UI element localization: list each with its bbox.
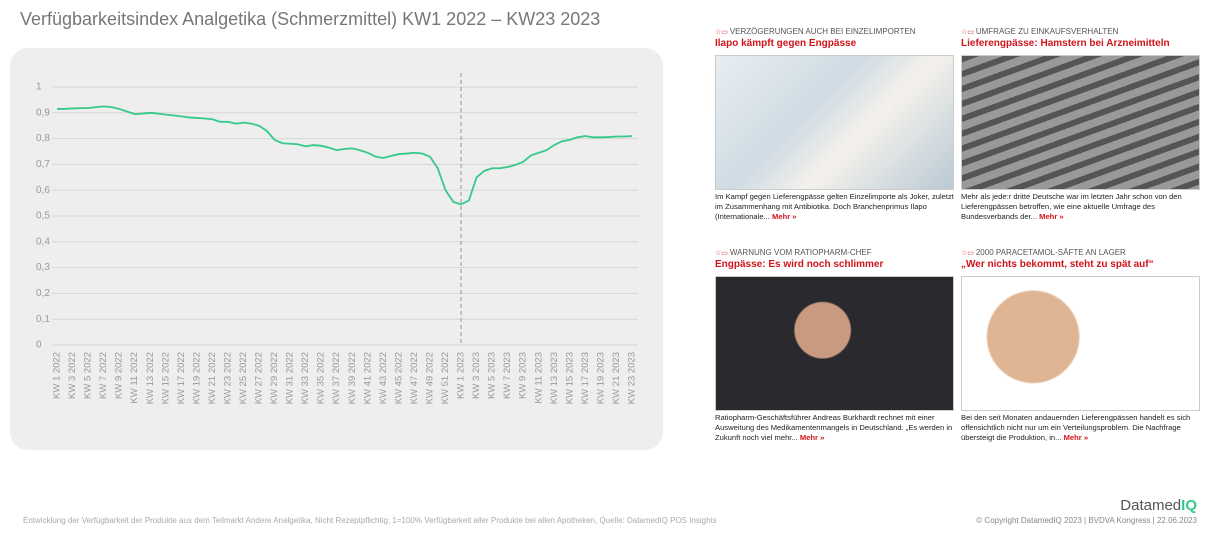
copyright: © Copyright DatamedIQ 2023 | BVDVA Kongr… xyxy=(976,516,1197,525)
news-image[interactable] xyxy=(961,276,1200,411)
x-tick-label: KW 43 2022 xyxy=(378,352,389,404)
x-tick-label: KW 49 2022 xyxy=(424,352,435,404)
kicker: UMFRAGE ZU EINKAUFSVERHALTEN xyxy=(961,27,1200,38)
y-tick-label: 0 xyxy=(36,340,42,351)
x-tick-label: KW 19 2023 xyxy=(595,352,606,404)
news-card[interactable]: WARNUNG VOM RATIOPHARM-CHEF Engpässe: Es… xyxy=(715,248,954,443)
x-tick-label: KW 19 2022 xyxy=(191,352,202,404)
x-tick-label: KW 41 2022 xyxy=(362,352,373,404)
x-tick-label: KW 37 2022 xyxy=(331,352,342,404)
news-card[interactable]: 2000 PARACETAMOL-SÄFTE AN LAGER „Wer nic… xyxy=(961,248,1200,443)
x-tick-label: KW 47 2022 xyxy=(409,352,420,404)
x-tick-label: KW 35 2022 xyxy=(316,352,327,404)
news-image[interactable] xyxy=(715,55,954,190)
text: Bei den seit Monaten andauernden Liefere… xyxy=(961,413,1191,442)
kicker: VERZÖGERUNGEN AUCH BEI EINZELIMPORTEN xyxy=(715,27,954,38)
kicker: 2000 PARACETAMOL-SÄFTE AN LAGER xyxy=(961,248,1200,259)
y-tick-label: 0,9 xyxy=(36,107,50,118)
x-tick-label: KW 9 2022 xyxy=(114,352,125,399)
more-link[interactable]: Mehr » xyxy=(799,433,825,442)
y-tick-label: 0,3 xyxy=(36,262,50,273)
x-tick-label: KW 21 2023 xyxy=(611,352,622,404)
x-tick-label: KW 5 2023 xyxy=(487,352,498,399)
kicker: WARNUNG VOM RATIOPHARM-CHEF xyxy=(715,248,954,259)
x-tick-label: KW 23 2023 xyxy=(627,352,638,404)
chart-panel xyxy=(10,48,663,450)
news-text: Bei den seit Monaten andauernden Liefere… xyxy=(961,413,1200,443)
y-tick-label: 0,6 xyxy=(36,185,50,196)
x-tick-label: KW 15 2022 xyxy=(160,352,171,404)
x-tick-label: KW 5 2022 xyxy=(83,352,94,399)
x-tick-label: KW 9 2023 xyxy=(518,352,529,399)
y-tick-label: 0,8 xyxy=(36,133,50,144)
series-line xyxy=(57,105,633,206)
news-card[interactable]: UMFRAGE ZU EINKAUFSVERHALTEN Lieferengpä… xyxy=(961,27,1200,222)
text: Im Kampf gegen Lieferengpässe gelten Ein… xyxy=(715,192,954,221)
chart-title: Verfügbarkeitsindex Analgetika (Schmerzm… xyxy=(20,9,600,29)
x-tick-label: KW 29 2022 xyxy=(269,352,280,404)
x-tick-label: KW 7 2023 xyxy=(502,352,513,399)
x-tick-label: KW 21 2022 xyxy=(207,352,218,404)
x-tick-label: KW 39 2022 xyxy=(347,352,358,404)
logo: DatamedIQ xyxy=(1120,497,1197,514)
x-tick-label: KW 11 2022 xyxy=(129,352,140,404)
logo-text: Datamed xyxy=(1120,497,1182,514)
news-title[interactable]: Lieferengpässe: Hamstern bei Arzneimitte… xyxy=(961,38,1170,49)
y-tick-label: 0,1 xyxy=(36,314,50,325)
y-tick-label: 0,5 xyxy=(36,211,50,222)
x-tick-label: KW 17 2022 xyxy=(176,352,187,404)
text: Mehr als jede:r dritte Deutsche war im l… xyxy=(961,192,1182,221)
x-tick-label: KW 31 2022 xyxy=(285,352,296,404)
y-tick-label: 0,4 xyxy=(36,236,50,247)
news-card[interactable]: VERZÖGERUNGEN AUCH BEI EINZELIMPORTEN Il… xyxy=(715,27,954,222)
logo-text: IQ xyxy=(1181,497,1197,514)
x-tick-label: KW 3 2023 xyxy=(471,352,482,399)
text: Ratiopharm-Geschäftsführer Andreas Burkh… xyxy=(715,413,953,442)
x-tick-label: KW 15 2023 xyxy=(564,352,575,404)
news-title[interactable]: Engpässe: Es wird noch schlimmer xyxy=(715,259,884,270)
x-tick-label: KW 27 2022 xyxy=(254,352,265,404)
news-image[interactable] xyxy=(715,276,954,411)
x-tick-label: KW 7 2022 xyxy=(98,352,109,399)
news-title[interactable]: Ilapo kämpft gegen Engpässe xyxy=(715,38,857,49)
news-text: Im Kampf gegen Lieferengpässe gelten Ein… xyxy=(715,192,954,222)
news-text: Ratiopharm-Geschäftsführer Andreas Burkh… xyxy=(715,413,954,443)
x-tick-label: KW 3 2022 xyxy=(67,352,78,399)
news-text: Mehr als jede:r dritte Deutsche war im l… xyxy=(961,192,1200,222)
x-tick-label: KW 1 2023 xyxy=(456,352,467,399)
x-tick-label: KW 45 2022 xyxy=(393,352,404,404)
x-tick-label: KW 1 2022 xyxy=(52,352,63,399)
x-tick-label: KW 51 2022 xyxy=(440,352,451,404)
x-tick-label: KW 11 2023 xyxy=(533,352,544,404)
more-link[interactable]: Mehr » xyxy=(1039,212,1064,221)
x-tick-label: KW 23 2022 xyxy=(222,352,233,404)
news-title[interactable]: „Wer nichts bekommt, steht zu spät auf“ xyxy=(961,259,1154,270)
x-tick-label: KW 25 2022 xyxy=(238,352,249,404)
news-image[interactable] xyxy=(961,55,1200,190)
y-tick-label: 1 xyxy=(36,82,42,93)
x-tick-label: KW 13 2023 xyxy=(549,352,560,404)
more-link[interactable]: Mehr » xyxy=(772,212,797,221)
more-link[interactable]: Mehr » xyxy=(1063,433,1089,442)
x-tick-label: KW 33 2022 xyxy=(300,352,311,404)
caption: Entwicklung der Verfügbarkeit der Produk… xyxy=(23,516,717,525)
x-tick-label: KW 17 2023 xyxy=(580,352,591,404)
y-tick-label: 0,7 xyxy=(36,159,50,170)
x-tick-label: KW 13 2022 xyxy=(145,352,156,404)
y-tick-label: 0,2 xyxy=(36,288,50,299)
chart: Verfügbarkeitsindex Analgetika (Schmerzm… xyxy=(10,9,663,450)
